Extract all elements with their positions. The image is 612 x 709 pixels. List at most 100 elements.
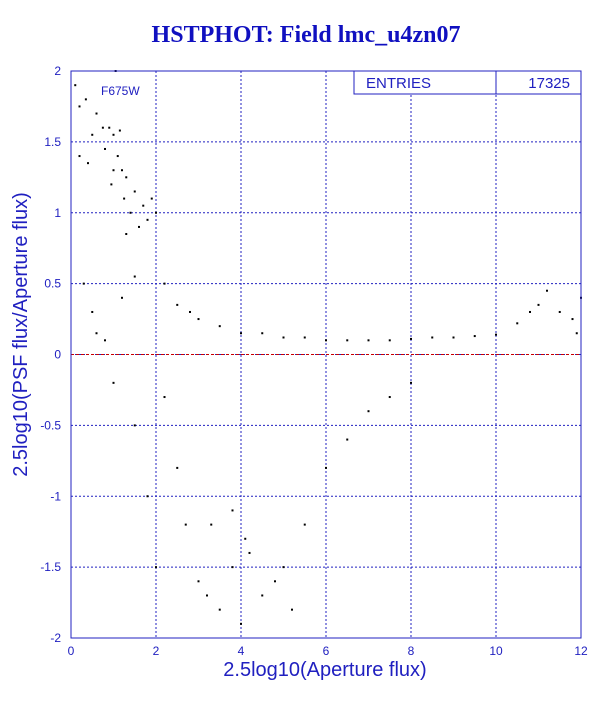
data-point: [206, 594, 208, 597]
x-tick-label: 12: [574, 644, 588, 658]
data-point: [91, 310, 94, 313]
data-point: [146, 495, 149, 498]
y-tick-label: 2: [54, 64, 61, 78]
data-point: [112, 381, 115, 384]
plot-frame: [70, 70, 582, 639]
data-point: [240, 622, 242, 625]
data-point: [78, 155, 81, 158]
data-point: [367, 339, 370, 342]
data-point: [123, 197, 126, 200]
data-point: [388, 396, 391, 399]
y-tick-label: 0: [54, 348, 61, 362]
stats-box-frame: [353, 70, 582, 95]
data-point: [84, 98, 87, 101]
data-point: [112, 133, 115, 136]
filter-annotation: F675W: [101, 84, 140, 98]
x-axis-label: 2.5log10(Aperture flux): [223, 659, 426, 681]
data-point: [78, 105, 81, 108]
entries-label: ENTRIES: [366, 75, 431, 92]
x-tick-label: 6: [323, 644, 330, 658]
data-point: [558, 310, 561, 313]
data-point: [74, 84, 77, 87]
data-point: [118, 129, 121, 132]
data-point: [218, 325, 221, 328]
data-point: [325, 466, 327, 469]
data-point: [108, 126, 111, 129]
x-tick-label: 2: [153, 644, 160, 658]
data-point: [431, 336, 434, 339]
data-point: [537, 303, 540, 306]
data-point: [138, 225, 140, 228]
data-point: [495, 333, 497, 336]
data-point: [571, 318, 574, 321]
data-point: [197, 580, 200, 583]
data-point: [575, 332, 578, 335]
data-point: [129, 211, 132, 214]
data-point: [231, 509, 234, 512]
data-point: [473, 335, 476, 338]
data-point: [248, 551, 251, 554]
y-tick-label: 1.5: [44, 135, 61, 149]
data-point: [261, 332, 264, 335]
data-point: [121, 169, 123, 172]
data-point: [291, 608, 293, 611]
data-point: [367, 410, 370, 413]
data-point: [410, 337, 412, 340]
y-tick-label: -1: [50, 489, 61, 503]
data-point: [133, 424, 136, 427]
data-point: [95, 332, 98, 335]
data-point: [197, 318, 200, 321]
data-point: [303, 336, 306, 339]
data-point: [346, 438, 349, 441]
data-point: [104, 339, 106, 342]
y-tick-label: 1: [54, 206, 61, 220]
data-point: [346, 339, 349, 342]
data-point: [388, 339, 391, 342]
data-point: [163, 396, 166, 399]
data-point: [155, 211, 157, 214]
data-point: [121, 296, 123, 299]
data-point: [274, 580, 276, 583]
data-point: [87, 162, 89, 165]
data-point: [133, 190, 136, 193]
x-tick-label: 8: [408, 644, 415, 658]
data-point: [155, 566, 157, 569]
data-point: [240, 332, 242, 335]
data-point: [133, 275, 136, 278]
stats-box: ENTRIES 17325: [353, 70, 582, 95]
data-point: [282, 336, 285, 339]
data-point: [261, 594, 264, 597]
data-point: [325, 339, 327, 342]
data-point: [82, 282, 85, 285]
data-point: [452, 336, 455, 339]
y-tick-label: -0.5: [40, 418, 61, 432]
data-point: [101, 126, 104, 129]
y-tick-label: -2: [50, 631, 61, 645]
tick-labels: 0 2 4 6 8 10 12 2 1.5 1 0.5 0 -0.5 -1 -1.5 -2: [40, 64, 588, 658]
data-point: [146, 218, 149, 221]
y-tick-label: -1.5: [40, 560, 61, 574]
data-point: [282, 566, 285, 569]
data-point: [244, 537, 247, 540]
data-point: [231, 566, 234, 569]
data-point: [150, 197, 153, 200]
y-tick-label: 0.5: [44, 277, 61, 291]
data-points: [74, 70, 582, 625]
data-point: [210, 523, 213, 526]
data-point: [95, 112, 98, 115]
data-point: [189, 310, 191, 313]
data-point: [546, 289, 548, 292]
data-point: [110, 183, 113, 186]
data-point: [104, 147, 106, 150]
data-point: [125, 176, 128, 179]
data-point: [410, 381, 412, 384]
data-point: [176, 466, 179, 469]
data-point: [303, 523, 306, 526]
data-point: [218, 608, 221, 611]
x-tick-label: 0: [68, 644, 75, 658]
data-point: [125, 233, 128, 236]
data-point: [176, 303, 179, 306]
data-point: [516, 322, 519, 325]
data-point: [91, 133, 94, 136]
